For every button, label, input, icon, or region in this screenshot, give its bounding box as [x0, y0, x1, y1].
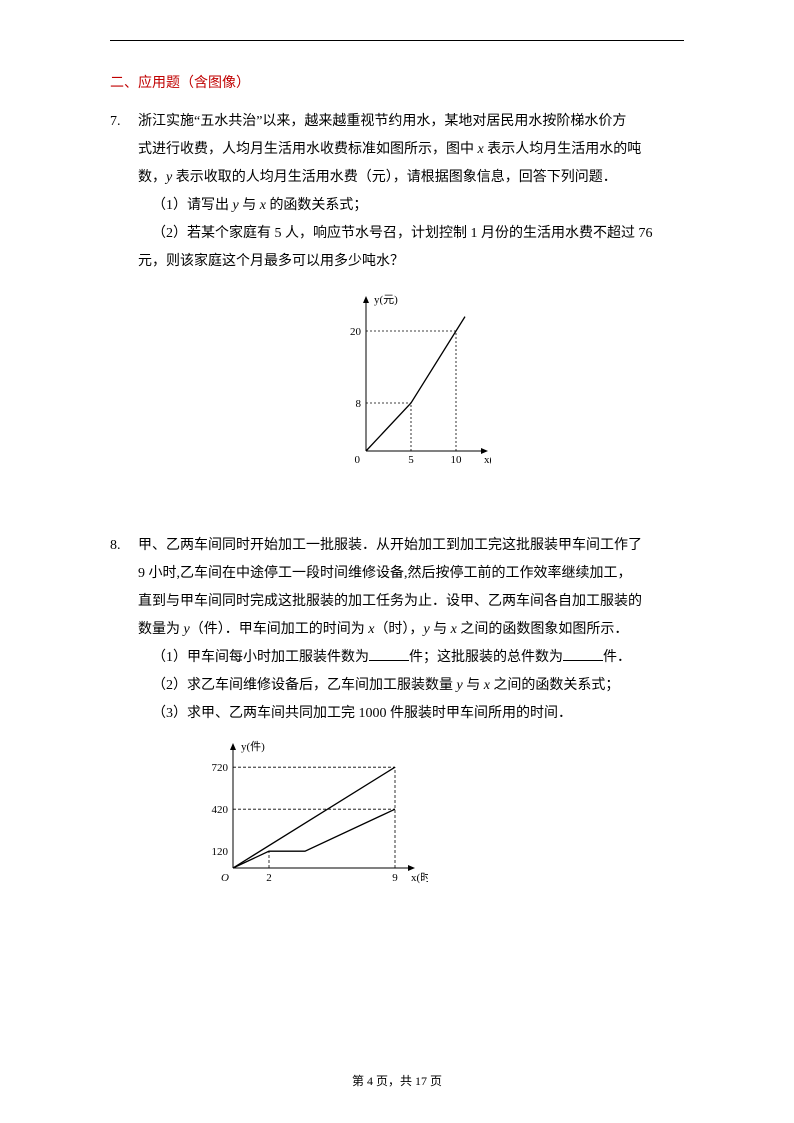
- blank-field: [369, 647, 409, 661]
- page-total: 17: [415, 1074, 427, 1088]
- q8-chart-svg: 720 420 120 2 9 Oy(件) x(时): [188, 738, 428, 888]
- q8-text-line: 9 小时,乙车间在中途停工一段时间维修设备,然后按停工前的工作效率继续加工，: [138, 560, 684, 588]
- svg-text:2: 2: [266, 872, 272, 884]
- svg-text:y(件): y(件): [241, 740, 265, 753]
- svg-text:x(吨): x(吨): [484, 453, 491, 466]
- svg-text:20: 20: [350, 326, 362, 338]
- q8-sub1: （1）甲车间每小时加工服装件数为件；这批服装的总件数为件．: [138, 644, 684, 672]
- svg-text:120: 120: [212, 846, 229, 858]
- problem-body: 甲、乙两车间同时开始加工一批服装．从开始加工到加工完这批服装甲车间工作了 9 小…: [138, 532, 684, 899]
- page-footer: 第 4 页，共 17 页: [0, 1069, 794, 1093]
- q8-text-line: 直到与甲车间同时完成这批服装的加工任务为止．设甲、乙两车间各自加工服装的: [138, 588, 684, 616]
- q8-text-line: 甲、乙两车间同时开始加工一批服装．从开始加工到加工完这批服装甲车间工作了: [138, 532, 684, 560]
- svg-text:9: 9: [392, 872, 398, 884]
- svg-text:y(元): y(元): [374, 294, 398, 306]
- svg-text:8: 8: [356, 398, 362, 410]
- q8-text-line: 数量为 y（件）．甲车间加工的时间为 x（时），y 与 x 之间的函数图象如图所…: [138, 616, 684, 644]
- svg-text:720: 720: [212, 762, 229, 774]
- q7-text-line: 式进行收费，人均月生活用水收费标准如图所示，图中 x 表示人均月生活用水的吨: [138, 136, 684, 164]
- q7-chart-svg: 5 8 10 20 0 y(元) x(吨): [331, 291, 491, 471]
- q7-sub1: （1）请写出 y 与 x 的函数关系式；: [138, 192, 684, 220]
- problem-number: 8.: [110, 532, 138, 899]
- q7-chart: 5 8 10 20 0 y(元) x(吨): [138, 291, 684, 482]
- q8-chart: 720 420 120 2 9 Oy(件) x(时): [188, 738, 684, 899]
- section-title: 二、应用题（含图像）: [110, 70, 684, 98]
- problem-body: 浙江实施“五水共治”以来，越来越重视节约用水，某地对居民用水按阶梯水价方 式进行…: [138, 108, 684, 482]
- problem-7: 7. 浙江实施“五水共治”以来，越来越重视节约用水，某地对居民用水按阶梯水价方 …: [110, 108, 684, 482]
- q8-sub3: （3）求甲、乙两车间共同加工完 1000 件服装时甲车间所用的时间．: [138, 700, 684, 728]
- problem-8: 8. 甲、乙两车间同时开始加工一批服装．从开始加工到加工完这批服装甲车间工作了 …: [110, 532, 684, 899]
- problem-number: 7.: [110, 108, 138, 482]
- svg-text:x(时): x(时): [411, 871, 428, 884]
- q7-sub2b: 元，则该家庭这个月最多可以用多少吨水？: [138, 248, 684, 276]
- svg-text:10: 10: [451, 454, 463, 466]
- svg-text:0: 0: [355, 454, 361, 466]
- top-rule: [110, 40, 684, 41]
- svg-text:420: 420: [212, 804, 229, 816]
- q7-text-line: 浙江实施“五水共治”以来，越来越重视节约用水，某地对居民用水按阶梯水价方: [138, 108, 684, 136]
- q7-text-line: 数，y 表示收取的人均月生活用水费（元），请根据图象信息，回答下列问题．: [138, 164, 684, 192]
- blank-field: [563, 647, 603, 661]
- q7-sub2: （2）若某个家庭有 5 人，响应节水号召，计划控制 1 月份的生活用水费不超过 …: [138, 220, 684, 248]
- svg-text:O: O: [221, 872, 229, 884]
- svg-text:5: 5: [408, 454, 414, 466]
- q8-sub2: （2）求乙车间维修设备后，乙车间加工服装数量 y 与 x 之间的函数关系式；: [138, 672, 684, 700]
